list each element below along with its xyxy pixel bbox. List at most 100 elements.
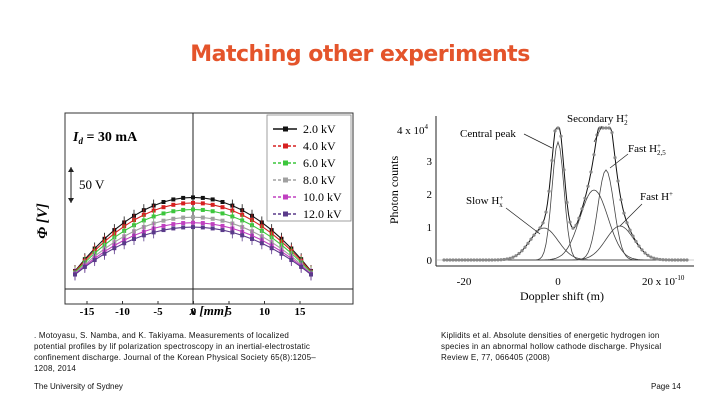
caption-line: . Motoyasu, S. Namba, and K. Takiyama. M… bbox=[34, 331, 289, 340]
legend-marker-2 bbox=[283, 160, 288, 166]
data-point bbox=[583, 196, 587, 200]
data-point bbox=[442, 258, 446, 262]
data-point bbox=[502, 257, 506, 262]
data-point bbox=[481, 258, 485, 262]
data-point bbox=[487, 258, 491, 262]
data-point bbox=[640, 248, 644, 252]
profile-marker bbox=[191, 220, 195, 225]
x-axis-label: x [mm] bbox=[189, 303, 229, 318]
profile-marker bbox=[200, 221, 205, 226]
profile-marker bbox=[210, 226, 215, 231]
x-tick: -20 bbox=[457, 276, 472, 288]
profile-marker bbox=[289, 258, 294, 263]
profile-marker bbox=[181, 225, 186, 230]
profile-marker bbox=[220, 211, 225, 216]
x-tick-label: -15 bbox=[80, 306, 95, 318]
data-point bbox=[646, 253, 650, 257]
right-caption: Kiplidits et al. Absolute densities of e… bbox=[441, 330, 701, 363]
y-tick: 1 bbox=[427, 222, 433, 234]
profile-marker bbox=[141, 218, 146, 223]
data-point bbox=[514, 254, 518, 258]
y-axis-label: Φ [V] bbox=[35, 203, 51, 239]
x-tick-label: 15 bbox=[295, 306, 307, 318]
profile-marker bbox=[132, 223, 136, 228]
profile-marker bbox=[171, 226, 176, 231]
profile-marker bbox=[181, 215, 186, 220]
potential-profile-figure: 2.0 kV 4.0 kV 6.0 kV 8.0 kV 10.0 kV 12.0 kV I… bbox=[27, 103, 365, 319]
data-point bbox=[457, 258, 461, 262]
scale-arrow-down-icon bbox=[68, 198, 74, 203]
profile-marker bbox=[269, 246, 274, 251]
profile-marker bbox=[309, 272, 313, 277]
data-point bbox=[448, 258, 452, 262]
data-point bbox=[547, 189, 551, 193]
data-point bbox=[604, 126, 608, 130]
left-caption: . Motoyasu, S. Namba, and K. Takiyama. M… bbox=[34, 330, 344, 374]
profile-marker bbox=[299, 264, 304, 269]
x-tick-label: 0 bbox=[191, 306, 197, 318]
data-point bbox=[664, 258, 668, 262]
pointer-fast-h bbox=[619, 203, 643, 227]
label-central-peak: Central peak bbox=[460, 128, 516, 140]
data-point bbox=[490, 258, 494, 262]
data-point bbox=[652, 256, 656, 260]
profile-marker bbox=[250, 236, 254, 241]
profile-marker bbox=[171, 197, 176, 202]
profile-marker bbox=[240, 233, 245, 238]
profile-marker bbox=[122, 241, 127, 246]
data-point bbox=[544, 210, 548, 214]
pointer-central-peak bbox=[523, 133, 553, 149]
profile-marker bbox=[82, 264, 87, 269]
data-point bbox=[454, 258, 458, 262]
profile-marker bbox=[200, 215, 205, 220]
data-point bbox=[613, 155, 617, 160]
data-point bbox=[466, 258, 470, 262]
data-point bbox=[616, 179, 620, 183]
profile-marker bbox=[181, 195, 186, 200]
x-tick-label: -5 bbox=[153, 306, 163, 318]
profile-marker bbox=[191, 200, 195, 205]
x-tick-label: 5 bbox=[226, 306, 232, 318]
data-point bbox=[658, 257, 662, 262]
slide-title: Matching other experiments bbox=[190, 42, 530, 67]
profile-marker bbox=[191, 225, 195, 230]
profile-marker bbox=[161, 211, 166, 216]
data-point bbox=[628, 228, 632, 232]
data-point bbox=[445, 258, 449, 262]
data-point bbox=[478, 258, 482, 262]
profile-marker bbox=[141, 233, 146, 238]
footer-page-number: Page 14 bbox=[651, 382, 681, 391]
profile-marker bbox=[151, 214, 156, 219]
data-point bbox=[472, 258, 476, 262]
legend-label-0: 2.0 kV bbox=[303, 122, 336, 136]
doppler-spectrum-figure: 4 x 104 3 2 1 0 Photon counts -20 0 20 x… bbox=[384, 108, 700, 308]
data-point bbox=[655, 257, 659, 261]
data-point bbox=[565, 200, 569, 205]
profile-marker bbox=[220, 199, 225, 204]
data-point bbox=[493, 258, 497, 262]
scale-arrow-up-icon bbox=[68, 167, 74, 172]
data-point bbox=[643, 251, 647, 255]
profile-marker bbox=[240, 218, 245, 223]
profile-marker bbox=[200, 201, 205, 206]
profile-marker bbox=[259, 241, 264, 246]
y-tick: 3 bbox=[427, 156, 433, 168]
profile-marker bbox=[171, 209, 176, 214]
data-point bbox=[634, 239, 638, 244]
data-point bbox=[592, 153, 596, 157]
profile-marker bbox=[191, 215, 195, 220]
data-point bbox=[685, 258, 689, 262]
legend-marker-0 bbox=[283, 126, 288, 132]
data-point bbox=[505, 257, 509, 261]
footer-institution: The University of Sydney bbox=[34, 382, 123, 391]
profile-marker bbox=[151, 230, 156, 235]
data-point bbox=[607, 126, 611, 130]
data-point bbox=[625, 221, 629, 225]
x-tick-label: 10 bbox=[259, 306, 271, 318]
profile-marker bbox=[161, 205, 166, 210]
data-point bbox=[499, 258, 503, 262]
profile-marker bbox=[171, 222, 176, 227]
pointer-secondary bbox=[593, 125, 603, 143]
data-point bbox=[673, 258, 677, 262]
profile-marker bbox=[200, 207, 205, 212]
